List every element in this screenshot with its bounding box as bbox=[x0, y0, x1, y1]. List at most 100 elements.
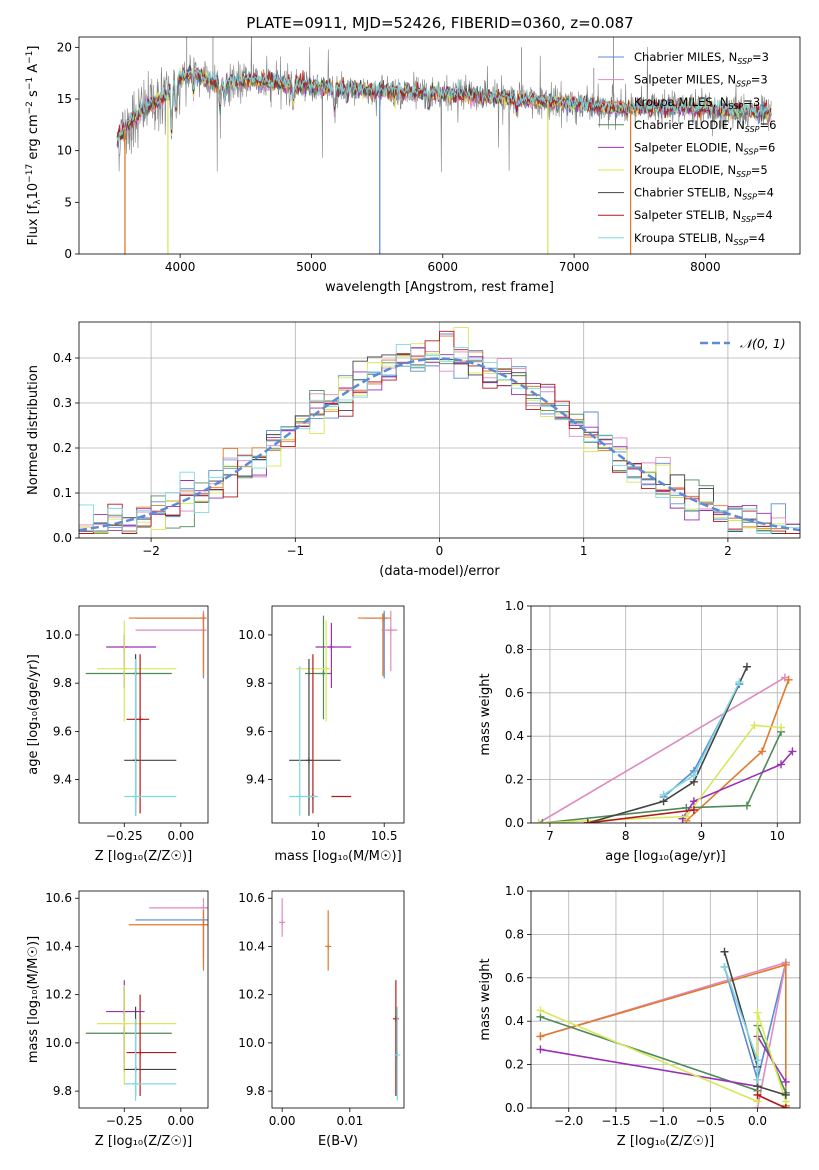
marker-kroupa_elodie bbox=[536, 1006, 545, 1015]
y-tick-label: 0.2 bbox=[505, 773, 524, 787]
marker-salpeter_elodie bbox=[689, 797, 698, 806]
x-tick-label: 10.5 bbox=[371, 829, 398, 843]
line-chabrier_stelib bbox=[587, 666, 748, 823]
x-tick-label: 10 bbox=[311, 829, 326, 843]
chart-weight_vs_Z: −2.0 −1.5 −1.0 −0.5 0.0 0.0 0.2 0.4 0.6 0.8 1.0 Z [… bbox=[478, 884, 801, 1149]
y-tick-label: 0.2 bbox=[505, 1058, 524, 1072]
x-tick-label: 7 bbox=[546, 829, 554, 843]
marker-salpeter_elodie bbox=[781, 1077, 790, 1086]
x-tick-label: 0.01 bbox=[336, 1114, 363, 1128]
marker-kroupa_stelib bbox=[689, 771, 698, 780]
y-tick-label: 10 bbox=[57, 144, 72, 158]
chart-spectrum: 4000 5000 6000 7000 8000 0 5 10 15 20 wavelength [… bbox=[25, 36, 801, 295]
x-axis-label: wavelength [Angstrom, rest frame] bbox=[325, 280, 554, 295]
y-tick-label: 9.8 bbox=[246, 676, 265, 690]
marker-salpeter_stelib bbox=[583, 819, 592, 823]
marker-salpeter_elodie bbox=[777, 760, 786, 769]
x-tick-label: −0.25 bbox=[106, 829, 143, 843]
point-kroupa_miles bbox=[200, 921, 207, 928]
axes-frame bbox=[530, 605, 801, 824]
x-tick-label: 7000 bbox=[559, 260, 590, 274]
x-axis-label: Z [log₁₀(Z/Z☉)] bbox=[95, 1134, 192, 1149]
figure-title: PLATE=0911, MJD=52426, FIBERID=0360, z=0… bbox=[246, 14, 633, 32]
y-tick-label: 5 bbox=[64, 195, 72, 209]
point-salpeter_miles bbox=[200, 904, 207, 911]
legend-entry: Chabrier MILES, NSSP=3 bbox=[634, 50, 769, 66]
x-tick-label: 9 bbox=[698, 829, 706, 843]
x-tick-label: −1 bbox=[286, 544, 304, 558]
x-tick-label: 10 bbox=[770, 829, 785, 843]
y-tick-label: 10.0 bbox=[45, 628, 72, 642]
y-tick-label: 0.1 bbox=[53, 486, 72, 500]
y-tick-label: 0.8 bbox=[505, 642, 524, 656]
grid bbox=[531, 891, 800, 1108]
plot-area bbox=[531, 891, 800, 1108]
x-axis-label: Z [log₁₀(Z/Z☉)] bbox=[95, 849, 192, 864]
chart-mass_vs_Z: −0.25 0.00 9.8 10.0 10.2 10.4 10.6 Z [log₁₀(Z/Z… bbox=[26, 890, 209, 1149]
axes-frame bbox=[78, 321, 801, 539]
marker-kroupa_stelib bbox=[659, 790, 668, 799]
marker-chabrier_elodie bbox=[742, 801, 751, 810]
y-tick-label: 0.2 bbox=[53, 441, 72, 455]
axes-frame bbox=[78, 605, 209, 824]
point-kroupa_stelib bbox=[132, 793, 139, 800]
legend-entry: Chabrier STELIB, NSSP=4 bbox=[634, 186, 774, 202]
y-tick-label: 0 bbox=[64, 247, 72, 261]
x-tick-label: 8 bbox=[622, 829, 630, 843]
x-tick-label: 1 bbox=[580, 544, 588, 558]
y-tick-label: 20 bbox=[57, 40, 72, 54]
y-tick-label: 9.8 bbox=[53, 1084, 72, 1098]
axes-frame bbox=[78, 890, 209, 1109]
marker-chabrier_elodie bbox=[538, 819, 547, 823]
y-tick-label: 9.4 bbox=[246, 773, 265, 787]
y-tick-label: 10.4 bbox=[238, 939, 265, 953]
axes-frame bbox=[78, 36, 801, 255]
x-axis-label: age [log₁₀(age/yr)] bbox=[605, 849, 726, 864]
hist-salpeter_stelib bbox=[79, 330, 800, 534]
y-tick-label: 10.6 bbox=[45, 891, 72, 905]
y-axis-label: Normed distribution bbox=[26, 365, 41, 495]
x-tick-label: 0.00 bbox=[167, 1114, 194, 1128]
point-chabrier_elodie bbox=[320, 670, 327, 677]
y-tick-label: 0.6 bbox=[505, 686, 524, 700]
y-axis-label: mass weight bbox=[478, 673, 493, 755]
marker-kroupa_elodie bbox=[534, 819, 543, 823]
y-tick-label: 1.0 bbox=[505, 599, 524, 613]
marker-kroupa_miles bbox=[758, 747, 767, 756]
x-tick-label: 0.00 bbox=[269, 1114, 296, 1128]
x-tick-label: −1.5 bbox=[601, 1114, 630, 1128]
line-salpeter_miles bbox=[540, 961, 787, 1108]
x-tick-label: −0.25 bbox=[106, 1114, 143, 1128]
y-axis-label: age [log₁₀(age/yr)] bbox=[26, 654, 41, 775]
plot-area bbox=[85, 610, 207, 816]
x-tick-label: −1.0 bbox=[649, 1114, 678, 1128]
x-tick-label: −2.0 bbox=[554, 1114, 583, 1128]
point-kroupa_elodie bbox=[121, 1020, 128, 1027]
legend-entry: Kroupa MILES, NSSP=3 bbox=[634, 95, 760, 111]
legend-entry: Salpeter MILES, NSSP=3 bbox=[634, 73, 768, 89]
y-tick-label: 9.4 bbox=[53, 773, 72, 787]
y-tick-label: 9.6 bbox=[246, 724, 265, 738]
point-salpeter_elodie bbox=[328, 643, 335, 650]
plot-area bbox=[279, 898, 401, 1101]
legend-entry: Kroupa STELIB, NSSP=4 bbox=[634, 231, 765, 247]
marker-chabrier_stelib bbox=[742, 662, 751, 671]
chart-residuals: −2 −1 0 1 2 0.0 0.1 0.2 0.3 0.4 (data-model)/error… bbox=[26, 321, 801, 579]
y-axis-label: mass [log₁₀(M/M☉)] bbox=[26, 936, 41, 1063]
y-tick-label: 0.4 bbox=[505, 729, 524, 743]
y-tick-label: 10.0 bbox=[238, 1036, 265, 1050]
x-tick-label: 0 bbox=[436, 544, 444, 558]
marker-salpeter_stelib bbox=[753, 1090, 762, 1099]
x-tick-label: 2 bbox=[724, 544, 732, 558]
y-tick-label: 10.0 bbox=[45, 1036, 72, 1050]
plot-area bbox=[531, 606, 800, 823]
y-tick-label: 9.8 bbox=[53, 676, 72, 690]
marker-chabrier_stelib bbox=[720, 947, 729, 956]
y-tick-label: 0.8 bbox=[505, 927, 524, 941]
marker-kroupa_stelib bbox=[720, 962, 729, 971]
point-kroupa_miles bbox=[379, 615, 386, 622]
marker-kroupa_miles bbox=[536, 1032, 545, 1041]
chart-weight_vs_age: 7 8 9 10 0.0 0.2 0.4 0.6 0.8 1.0 age [log₁₀(age/yr… bbox=[478, 599, 801, 864]
x-axis-label: (data-model)/error bbox=[379, 564, 500, 579]
x-axis-label: E(B-V) bbox=[318, 1134, 358, 1149]
